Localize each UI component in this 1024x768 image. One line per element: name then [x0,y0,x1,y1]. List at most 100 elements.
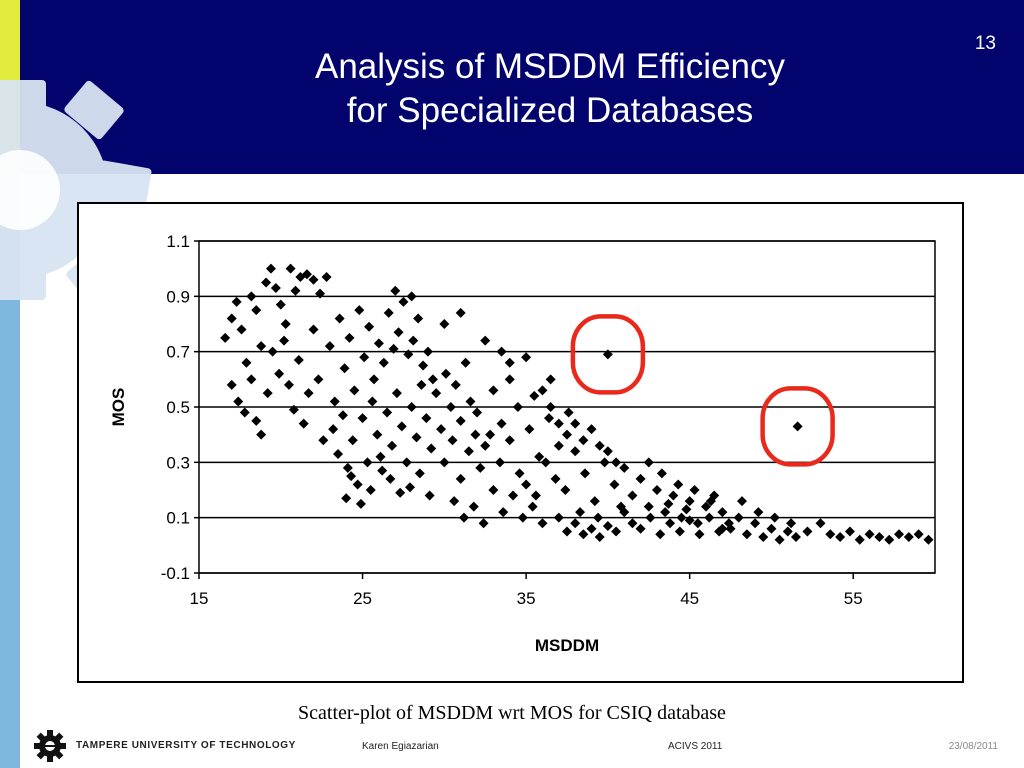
data-point [494,457,505,468]
data-point [475,462,486,473]
data-point [265,263,276,274]
data-point [321,271,332,282]
slide-title: Analysis of MSDDM Efficiency for Special… [150,45,950,133]
data-point [460,357,471,368]
data-point [903,532,914,543]
data-point [480,440,491,451]
data-point [362,457,373,468]
data-point [328,424,339,435]
data-point [395,487,406,498]
data-point [377,465,388,476]
data-point [436,424,447,435]
x-tick-label: 25 [353,589,372,608]
data-point [635,473,646,484]
data-point [251,415,262,426]
data-point [645,512,656,523]
data-point [737,496,748,507]
data-point [790,532,801,543]
data-point [537,518,548,529]
data-point [315,288,326,299]
data-point [913,529,924,540]
data-point [290,285,301,296]
data-point [504,435,515,446]
data-point [689,485,700,495]
data-point [262,388,273,399]
data-point [692,518,703,529]
data-point [521,479,532,490]
data-point [401,457,412,468]
data-point [339,363,350,374]
data-point [270,283,281,294]
data-point [769,512,780,523]
data-point [923,534,934,545]
data-point [570,418,581,429]
data-point [359,352,370,363]
data-point [753,507,764,518]
data-point [275,299,286,310]
data-point [308,324,319,335]
data-point [684,496,695,507]
data-point [261,277,272,288]
data-point [529,390,540,401]
data-point [458,512,469,523]
data-point [449,496,460,507]
data-point [301,269,312,280]
data-point [293,354,304,365]
data-point [367,396,378,407]
data-point [514,468,525,479]
data-point [589,496,600,507]
data-point [602,446,613,457]
data-point [357,413,368,424]
data-point [372,429,383,440]
data-point [802,526,813,537]
data-point [463,446,474,457]
data-point [393,327,404,338]
data-point [586,424,597,435]
data-point [578,529,589,540]
data-point [239,407,250,418]
data-point [874,532,885,543]
data-point [619,462,630,473]
data-point [220,332,231,343]
data-point [241,357,252,368]
data-point [450,379,461,390]
data-point [611,457,622,468]
data-point [488,485,499,495]
data-point [422,346,433,357]
data-point [414,468,425,479]
title-line-1: Analysis of MSDDM Efficiency [314,47,786,86]
data-point [334,313,345,324]
data-point [586,523,597,534]
data-point [663,498,674,509]
data-point [575,507,586,518]
x-tick-label: 55 [844,589,863,608]
data-point [627,518,638,529]
data-point [478,518,489,529]
data-point [594,440,605,451]
outlier-highlight-circle [760,386,835,467]
footer-university: TAMPERE UNIVERSITY OF TECHNOLOGY [76,740,296,751]
data-point [609,479,620,490]
data-point [256,341,267,352]
data-point [440,368,451,379]
data-point [455,307,466,318]
data-point [717,507,728,518]
data-point [570,446,581,457]
y-tick-label: 1.1 [166,232,190,251]
data-point [431,388,442,399]
data-point [656,468,667,479]
data-point [274,368,285,379]
data-point [550,473,561,484]
data-point [280,319,291,329]
data-point [864,529,875,540]
footer-date: 23/08/2011 [948,741,998,752]
data-point [480,335,491,346]
data-point [341,493,352,504]
data-point [627,490,638,501]
y-tick-label: 0.9 [166,287,190,306]
data-point [455,415,466,426]
data-point [704,512,715,523]
data-point [681,504,692,515]
data-point [527,501,538,512]
data-point [398,296,409,307]
